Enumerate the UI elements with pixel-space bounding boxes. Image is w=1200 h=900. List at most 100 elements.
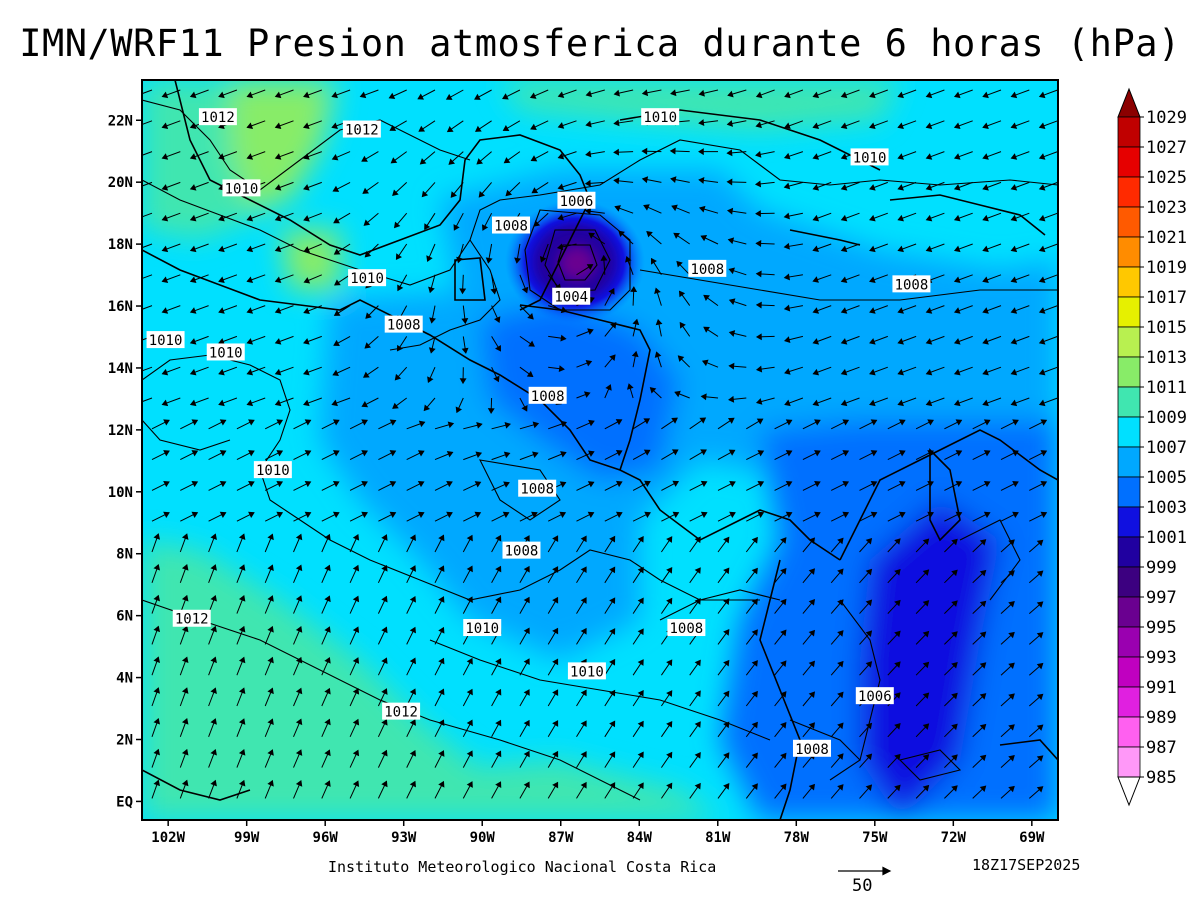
wind-vector-head — [814, 419, 821, 426]
wind-vector-head — [381, 626, 388, 634]
wind-vector-head — [897, 245, 904, 253]
wind-vector-head — [840, 338, 848, 345]
wind-vector-head — [780, 629, 787, 637]
wind-vector-head — [1070, 512, 1075, 517]
wind-vector-head — [637, 689, 644, 697]
wind-vector-head — [474, 511, 482, 518]
wind-vector-head — [808, 783, 816, 791]
wind-vector-head — [219, 511, 227, 518]
wind-vector-head — [324, 657, 331, 664]
wind-vector-head — [698, 177, 705, 184]
wind-vector-head — [785, 480, 793, 488]
wind-vector-head — [808, 722, 816, 729]
wind-vector-head — [189, 245, 197, 253]
wind-vector-head — [332, 185, 340, 192]
wind-vector-head — [840, 276, 848, 283]
wind-vector-head — [1010, 245, 1018, 253]
reference-vector-arrow — [838, 866, 892, 876]
wind-vector-head — [894, 692, 901, 699]
wind-vector-head — [381, 688, 388, 695]
wind-vector-head — [274, 276, 282, 283]
wind-vector-head — [1066, 664, 1071, 669]
wind-vector-head — [381, 534, 388, 541]
wind-vector-head — [161, 276, 169, 283]
wind-vector — [142, 151, 153, 156]
wind-vector-head — [210, 779, 217, 787]
colorbar-swatch — [1117, 446, 1141, 478]
wind-vector-head — [1010, 368, 1018, 376]
lat-tick-label: 8N — [116, 547, 133, 563]
colorbar-swatch — [1117, 416, 1141, 448]
wind-vector-head — [502, 125, 510, 131]
wind-vector-head — [784, 91, 791, 99]
wind-vector-head — [727, 90, 734, 98]
wind-vector-head — [134, 154, 139, 159]
wind-vector-head — [332, 480, 340, 488]
wind-vector-head — [580, 597, 587, 604]
wind-vector-head — [1008, 785, 1015, 793]
wind-vector-head — [1010, 91, 1018, 99]
wind-vector-head — [218, 245, 225, 253]
wind-vector-head — [698, 205, 706, 213]
wind-vector-head — [979, 693, 987, 700]
wind-vector — [1057, 797, 1058, 799]
colorbar: 1029 1027 1025 1023 1021 1019 1017 1015 1013 1011… — [1117, 87, 1187, 807]
contour-label: 1010 — [256, 463, 290, 479]
colorbar-level-label: 1019 — [1146, 258, 1187, 278]
wind-vector-head — [523, 689, 530, 696]
wind-vector-head — [238, 779, 246, 787]
wind-vector — [1057, 705, 1058, 707]
wind-vector-head — [780, 598, 787, 606]
wind-vector-head — [870, 419, 878, 426]
wind-vector-head — [456, 256, 463, 264]
wind-vector-head — [552, 627, 559, 635]
wind-vector-head — [643, 204, 650, 211]
wind-vector-head — [161, 184, 169, 191]
wind-vector-head — [609, 720, 616, 728]
wind-vector-head — [894, 630, 901, 638]
wind-vector-head — [694, 536, 701, 544]
wind-vector-head — [814, 480, 821, 488]
wind-vector-head — [583, 391, 591, 398]
wind-vector-head — [274, 368, 282, 376]
wind-vector-head — [670, 89, 677, 97]
wind-vector-head — [134, 93, 139, 98]
wind-vector-head — [331, 399, 338, 407]
wind-vector-head — [475, 451, 483, 458]
wind-vector-head — [495, 688, 502, 696]
wind-vector-head — [438, 657, 445, 665]
wind-vector-head — [728, 330, 736, 337]
wind-vector-head — [274, 245, 282, 253]
wind-vector-head — [580, 566, 587, 574]
wind-vector-head — [1038, 153, 1046, 160]
wind-vector-head — [466, 750, 473, 758]
wind-vector — [1057, 520, 1058, 522]
lon-tick-label: 96W — [313, 830, 339, 846]
wind-vector-head — [580, 689, 587, 697]
wind-vector-head — [295, 780, 303, 787]
wind-vector-head — [303, 215, 310, 222]
wind-vector-head — [627, 383, 634, 390]
colorbar-swatch — [1117, 386, 1141, 418]
wind-vector-head — [181, 748, 189, 756]
wind-vector-head — [698, 89, 705, 97]
wind-vector-head — [438, 626, 445, 634]
wind-vector-head — [446, 126, 454, 133]
wind-vector-head — [181, 594, 189, 602]
wind-vector-head — [580, 781, 587, 789]
wind-vector-head — [363, 371, 370, 378]
wind-vector-head — [728, 298, 736, 305]
wind-vector-head — [812, 184, 820, 191]
wind-vector-head — [361, 480, 368, 488]
wind-vector-head — [359, 91, 367, 99]
wind-vector-head — [523, 781, 530, 789]
wind-vector-head — [324, 749, 331, 757]
wind-vector-head — [699, 417, 707, 424]
wind-vector-head — [352, 564, 360, 572]
wind-vector-head — [1040, 511, 1048, 518]
wind-vector-head — [181, 625, 189, 633]
colorbar-swatch — [1117, 236, 1141, 268]
wind-vector-head — [840, 245, 848, 253]
wind-vector-head — [181, 533, 189, 540]
wind-vector-head — [1036, 755, 1044, 762]
